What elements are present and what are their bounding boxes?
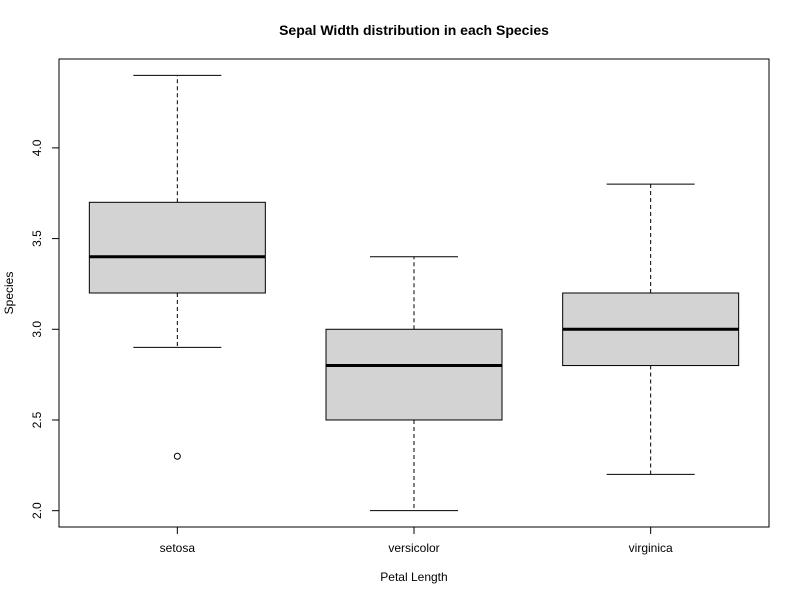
y-axis-label: Species — [2, 272, 16, 315]
x-tick-label: setosa — [160, 541, 196, 555]
y-tick-label: 4.0 — [30, 139, 44, 156]
y-tick-label: 3.0 — [30, 321, 44, 338]
iqr-box — [88, 201, 266, 294]
box-virginica — [562, 183, 740, 475]
iqr-box — [325, 328, 503, 421]
box-versicolor — [325, 256, 503, 512]
chart-title: Sepal Width distribution in each Species — [279, 22, 549, 38]
boxes-layer — [88, 74, 740, 512]
y-axis: 2.0 2.5 3.0 3.5 4.0 — [30, 139, 60, 519]
x-axis-label: Petal Length — [380, 570, 447, 584]
y-tick-label: 2.0 — [30, 502, 44, 519]
x-axis: setosa versicolor virginica — [160, 526, 673, 555]
x-tick-label: versicolor — [388, 541, 439, 555]
y-tick-label: 2.5 — [30, 411, 44, 428]
box-setosa — [88, 74, 266, 460]
outlier-point — [173, 452, 181, 460]
y-tick-label: 3.5 — [30, 230, 44, 247]
x-tick-label: virginica — [629, 541, 673, 555]
